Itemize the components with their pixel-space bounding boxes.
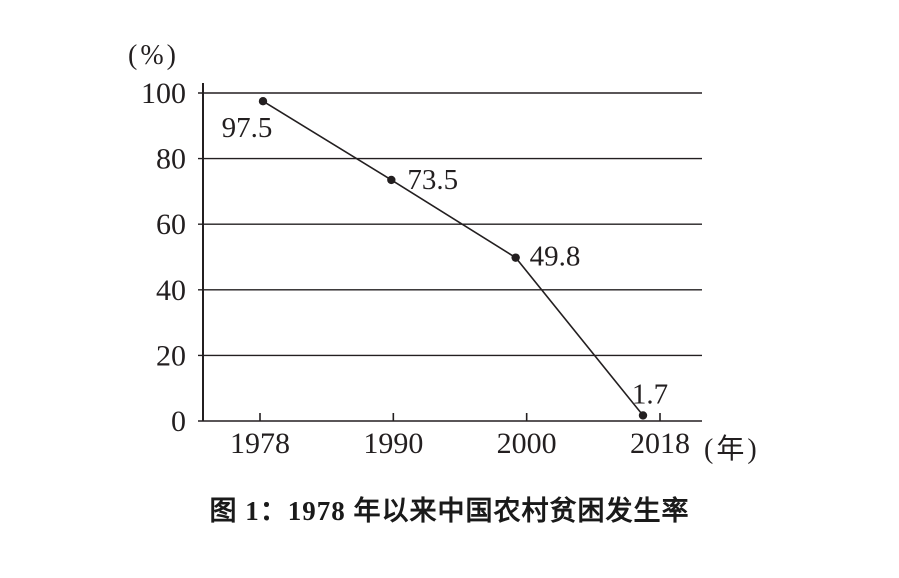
y-tick-label: 60 (156, 208, 186, 241)
data-point-label: 97.5 (222, 112, 273, 144)
data-point-label: 49.8 (530, 241, 581, 273)
data-point (511, 253, 520, 262)
data-point-label: 1.7 (632, 378, 668, 410)
x-axis-unit-label: (年) (704, 434, 760, 465)
x-tick-label: 1978 (230, 427, 290, 460)
data-point (638, 411, 648, 420)
y-axis-unit-label: (%) (128, 40, 179, 71)
y-tick-label: 100 (141, 77, 186, 110)
y-tick-label: 80 (156, 143, 186, 176)
x-tick-label: 1990 (363, 427, 423, 460)
series-line (262, 100, 644, 416)
y-tick-label: 20 (156, 339, 186, 372)
x-tick-label: 2018 (630, 427, 690, 460)
x-tick-label: 2000 (497, 427, 557, 460)
y-tick-label: 0 (171, 405, 186, 438)
data-point (387, 175, 396, 185)
data-point-label: 73.5 (407, 164, 458, 196)
y-tick-label: 40 (156, 274, 186, 307)
figure-caption: 图 1：1978 年以来中国农村贫困发生率 (209, 496, 690, 526)
data-point (258, 97, 268, 106)
